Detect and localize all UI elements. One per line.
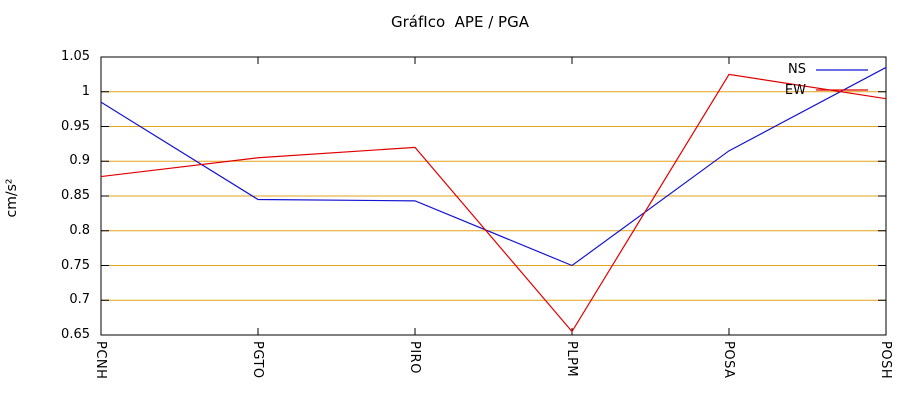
chart-title: GráfIco APE / PGA: [391, 13, 529, 31]
series-line-ew: [100, 73, 887, 333]
x-tick-label: PLPM: [564, 341, 579, 378]
y-tick-label: 0.75: [61, 257, 90, 273]
y-tick-label: 0.7: [69, 292, 90, 308]
x-tick-label: PCNH: [93, 341, 108, 380]
y-tick-label: 0.65: [61, 327, 90, 342]
x-tick-label: PIRO: [407, 341, 422, 374]
y-tick-label: 0.95: [61, 118, 90, 134]
legend-label-ns: NS: [788, 62, 806, 77]
y-tick-label: 0.8: [69, 222, 90, 238]
series-line-ns: [100, 66, 887, 267]
y-tick-label: 0.85: [61, 188, 90, 203]
y-tick-label: 1.05: [61, 49, 90, 64]
legend-label-ew: EW: [784, 83, 806, 98]
plot-border: [100, 56, 887, 336]
x-tick-label: POSH: [878, 341, 893, 380]
x-tick-label: PGTO: [250, 341, 265, 379]
y-tick-label: 0.9: [69, 153, 90, 169]
y-tick-label: 1: [81, 83, 90, 99]
x-tick-label: POSA: [721, 341, 736, 379]
